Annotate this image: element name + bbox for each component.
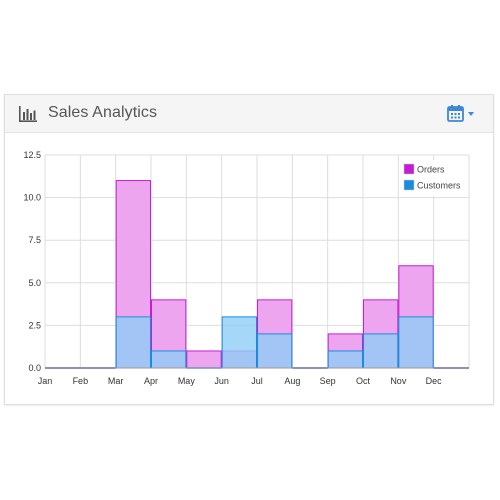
bar-customers xyxy=(398,316,434,369)
y-tick-label: 0.0 xyxy=(28,363,41,373)
caret-down-icon xyxy=(468,112,474,116)
y-tick-label: 12.5 xyxy=(23,150,41,160)
y-tick-label: 7.5 xyxy=(28,235,41,245)
bar-customers xyxy=(115,316,151,369)
bar-customers xyxy=(327,350,363,369)
legend-swatch-customers xyxy=(403,179,415,191)
widget-header: Sales Analytics xyxy=(5,95,493,133)
calendar-icon xyxy=(447,105,464,122)
y-tick-label: 2.5 xyxy=(28,320,41,330)
bar-customers xyxy=(221,316,258,369)
x-tick-label: Mar xyxy=(108,376,124,386)
x-tick-label: Jun xyxy=(214,376,229,386)
bar-chart-icon xyxy=(19,106,37,122)
x-tick-label: Dec xyxy=(426,376,443,386)
bar-customers xyxy=(257,333,293,369)
bar-customers xyxy=(151,350,187,369)
x-tick-label: Aug xyxy=(284,376,300,386)
x-tick-label: Jul xyxy=(251,376,263,386)
x-tick-label: Sep xyxy=(320,376,336,386)
legend-label-orders: Orders xyxy=(417,165,445,175)
date-range-dropdown[interactable] xyxy=(447,104,479,124)
legend-label-customers: Customers xyxy=(417,181,461,191)
y-tick-label: 5.0 xyxy=(28,278,41,288)
x-tick-label: Jan xyxy=(38,376,53,386)
y-tick-label: 10.0 xyxy=(23,193,41,203)
bar-orders xyxy=(186,350,222,369)
x-tick-label: May xyxy=(178,376,196,386)
x-tick-label: Feb xyxy=(73,376,89,386)
widget-title: Sales Analytics xyxy=(48,104,158,121)
x-tick-label: Nov xyxy=(390,376,407,386)
x-tick-label: Oct xyxy=(356,376,371,386)
legend-swatch-orders xyxy=(403,163,415,175)
bar-customers xyxy=(363,333,399,369)
x-tick-label: Apr xyxy=(144,376,158,386)
